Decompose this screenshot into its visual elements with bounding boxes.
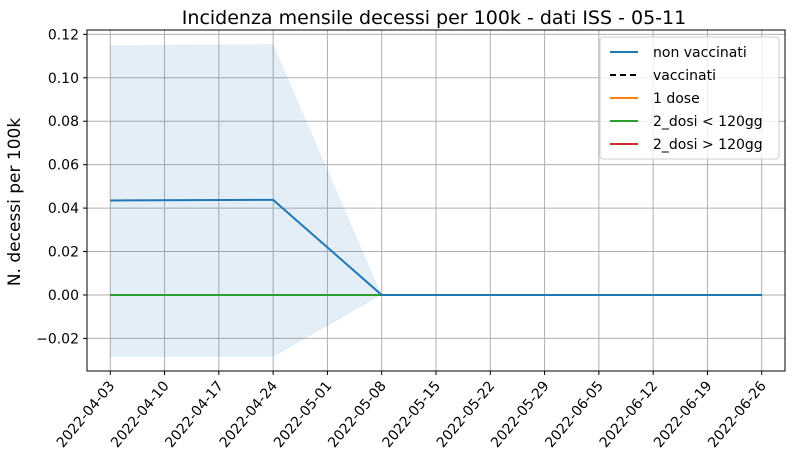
vaccinati-legend-label: vaccinati [653,68,716,84]
non-vaccinati-series-line [110,198,762,296]
non-vaccinati-confidence-band [110,44,762,357]
y-tick-label: 0.10 [48,71,79,87]
2-dosi-120gg-legend-label: 2_dosi > 120gg [653,137,763,153]
y-tick-label: 0.00 [48,288,79,304]
y-tick-label: 0.06 [48,158,79,174]
y-tick-label: 0.02 [48,245,79,261]
non-vaccinati-legend-label: non vaccinati [653,45,747,61]
y-tick-label: 0.04 [48,201,79,217]
chart-title: Incidenza mensile decessi per 100k - dat… [182,7,686,29]
confidence-band-layer [110,44,762,357]
series-layer [110,198,762,296]
1-dose-legend-label: 1 dose [653,91,700,107]
y-tick-label: −0.02 [36,331,79,347]
legend-box [599,36,780,160]
2-dosi-120gg-legend-label: 2_dosi < 120gg [653,114,763,130]
y-tick-label: 0.12 [48,27,79,43]
y-axis-label: N. decessi per 100k [5,118,25,287]
y-tick-label: 0.08 [48,114,79,130]
legend: non vaccinati vaccinati 1 dose 2_dosi < 120… [599,36,780,160]
